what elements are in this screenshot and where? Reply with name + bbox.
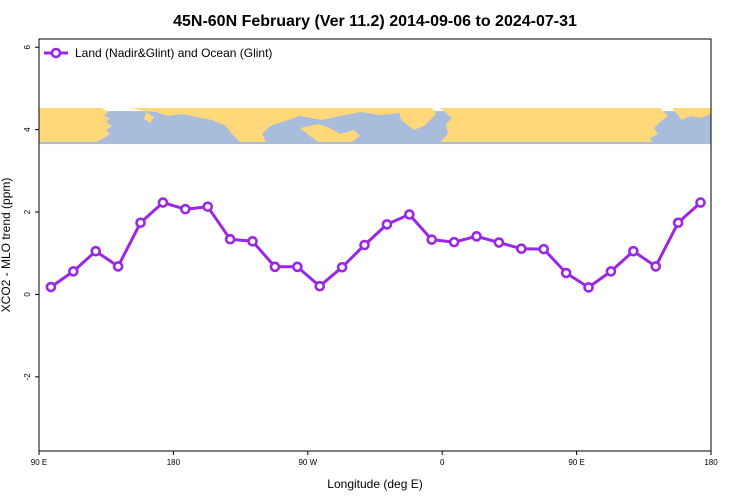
data-point <box>157 197 169 208</box>
data-point <box>180 203 191 215</box>
data-point <box>68 266 79 277</box>
data-point <box>560 267 572 279</box>
x-axis-label: Longitude (deg E) <box>327 477 422 491</box>
x-tick-label: 180 <box>167 458 181 467</box>
data-point <box>583 282 594 293</box>
data-point <box>672 217 684 229</box>
data-point <box>426 234 438 245</box>
data-point <box>650 261 662 272</box>
data-point <box>224 233 236 245</box>
x-tick-label: 90 W <box>298 458 317 467</box>
series-line <box>50 201 702 289</box>
y-axis: -2 0 2 4 6 <box>23 44 39 380</box>
data-point <box>404 209 415 220</box>
y-tick-label: 4 <box>23 127 32 132</box>
landmass-siberia <box>130 108 400 142</box>
y-tick-label: -2 <box>23 373 32 381</box>
landmass-kamchatka <box>144 112 154 123</box>
data-point <box>381 219 393 230</box>
data-point <box>471 231 482 242</box>
data-point <box>135 217 146 229</box>
landmass-asia-east <box>672 108 711 120</box>
legend-marker <box>50 47 62 59</box>
data-point <box>605 266 617 277</box>
data-point <box>695 197 706 208</box>
data-point <box>359 239 370 251</box>
data-point <box>448 236 460 248</box>
data-point <box>516 243 527 255</box>
x-tick-label: 180 <box>704 458 718 467</box>
data-point <box>314 280 326 292</box>
plot-frame <box>38 38 712 452</box>
x-tick-label: 90 E <box>568 458 584 467</box>
landmass-asia-west <box>39 108 112 142</box>
data-point <box>493 237 505 248</box>
data-point <box>202 201 214 212</box>
data-point <box>247 235 258 247</box>
y-tick-label: 2 <box>23 209 32 214</box>
x-tick-label: 90 E <box>31 458 47 467</box>
data-point <box>45 281 57 293</box>
y-axis-label: XCO2 - MLO trend (ppm) <box>0 178 13 313</box>
map-strip <box>39 108 711 145</box>
landmass-europe-asia <box>440 108 668 142</box>
x-tick-label: 0 <box>440 458 445 467</box>
data-point <box>112 261 124 272</box>
series-layer <box>45 197 706 293</box>
x-axis: 90 E 180 90 W 0 90 E 180 <box>31 451 718 467</box>
landmass-canada-east <box>300 124 360 142</box>
y-tick-label: 6 <box>23 44 32 49</box>
data-point <box>269 261 281 273</box>
data-point <box>90 245 102 257</box>
chart-title: 45N-60N February (Ver 11.2) 2014-09-06 t… <box>173 13 577 30</box>
y-tick-label: 0 <box>23 292 32 297</box>
data-point <box>628 245 639 257</box>
data-point <box>538 243 550 255</box>
legend-label: Land (Nadir&Glint) and Ocean (Glint) <box>75 46 272 60</box>
data-point <box>292 261 303 273</box>
map-strip-land <box>39 108 711 142</box>
data-point <box>336 261 348 273</box>
landmass-greenland <box>400 108 436 130</box>
legend: Land (Nadir&Glint) and Ocean (Glint) <box>44 46 272 60</box>
